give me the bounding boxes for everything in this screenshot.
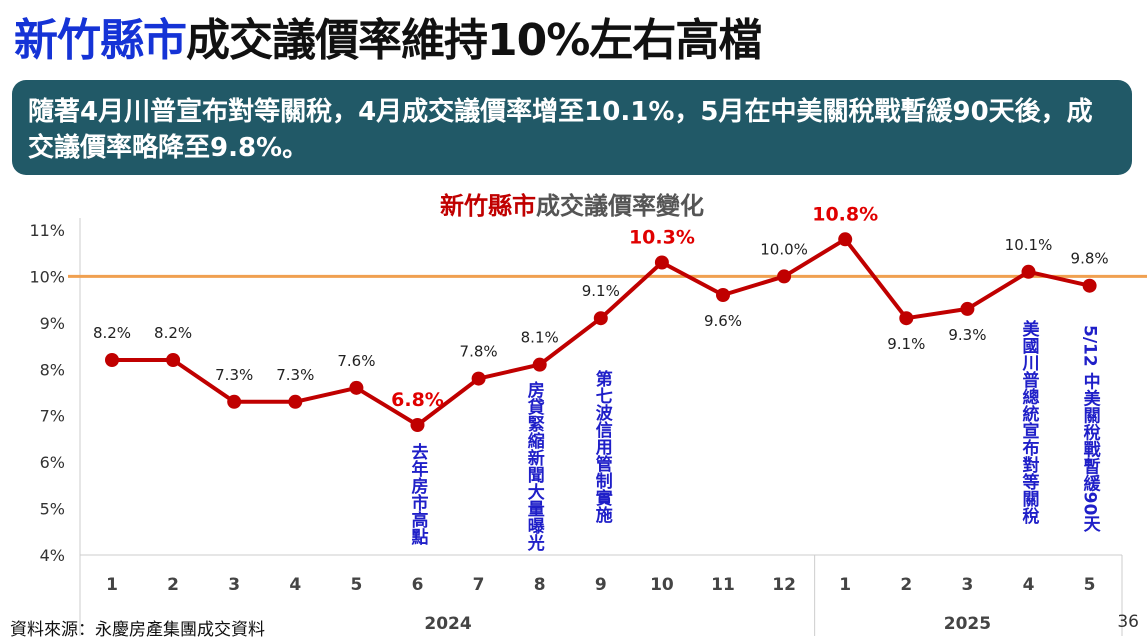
data-point [532,357,547,372]
x-tick-label: 2 [900,575,912,595]
x-tick-label: 1 [106,575,118,595]
data-label: 9.1% [887,335,925,353]
data-label: 10.8% [812,203,878,225]
data-label: 6.8% [391,389,444,411]
data-label: 7.6% [337,352,375,370]
annotation-text: 美國川普總統宣布對等關稅 [1019,319,1041,525]
data-point [410,418,425,432]
year-group-label: 2025 [944,614,991,634]
x-tick-label: 9 [595,575,607,595]
data-point [1021,264,1036,279]
data-label: 9.8% [1071,250,1109,268]
annotation-text: 5/12 中美關稅戰暫緩90天 [1080,325,1101,533]
annotation-text: 房貸緊縮新聞大量曝光 [524,380,546,552]
data-label: 9.3% [948,326,986,344]
x-tick-label: 7 [473,575,485,595]
annotations-group: 去年房市高點 房貸緊縮新聞大量曝光 第七波信用管制實施 美國川普總統宣布對等關稅 5/1… [408,319,1101,552]
data-label: 8.2% [93,324,131,342]
data-point [105,353,119,367]
data-point [1082,278,1097,293]
chart-title-rest: 成交議價率變化 [536,192,704,220]
data-point [349,380,364,395]
data-label: 9.6% [704,312,742,330]
data-point [288,394,303,409]
data-label: 7.3% [215,366,253,384]
data-point [899,311,914,326]
x-tick-label: 3 [961,575,973,595]
summary-banner: 隨著4月川普宣布對等關稅，4月成交議價率增至10.1%，5月在中美關稅戰暫緩90… [12,80,1132,175]
y-tick-label: 6% [40,453,65,472]
x-tick-label: 5 [350,575,362,595]
annotation-text: 第七波信用管制實施 [592,369,613,524]
data-label: 8.2% [154,324,192,342]
page-title-rest: 成交議價率維持10%左右高檔 [186,15,762,66]
x-tick-label: 11 [711,575,735,595]
page-title-highlight: 新竹縣市 [14,15,187,66]
x-tick-label: 1 [839,575,851,595]
data-point [716,288,730,302]
x-tick-label: 12 [772,575,796,595]
data-point [777,269,792,284]
x-tick-label: 5 [1084,575,1096,595]
page-number: 36 [1117,612,1139,632]
x-tick-label: 3 [228,575,240,595]
y-tick-label: 5% [40,500,65,519]
x-tick-label: 2 [167,575,179,595]
y-tick-label: 11% [29,221,65,240]
y-tick-label: 10% [29,267,65,286]
chart-title-highlight: 新竹縣市 [440,192,536,220]
data-point [960,301,975,316]
year-group-label: 2024 [424,614,471,634]
annotation-text: 去年房市高點 [408,442,430,546]
chart-axes: 4%5%6%7%8%9%10%11%1 2 3 4 5 6 7 8 9 10 11 12 1 2 3 4 520… [29,218,1123,636]
x-tick-label: 4 [289,575,301,595]
x-tick-label: 6 [412,575,424,595]
y-tick-label: 4% [40,546,65,565]
x-tick-label: 10 [650,575,674,595]
summary-text: 隨著4月川普宣布對等關稅，4月成交議價率增至10.1%，5月在中美關稅戰暫緩90… [28,97,1093,163]
data-label: 7.3% [276,366,314,384]
source-note: 資料來源：永慶房產集團成交資料 [10,620,265,640]
data-point [593,311,608,326]
x-tick-label: 4 [1023,575,1035,595]
y-tick-label: 8% [40,360,65,379]
page-title: 新竹縣市成交議價率維持10%左右高檔 [14,12,762,70]
data-point [166,353,181,367]
data-label: 8.1% [521,329,559,347]
x-tick-label: 8 [534,575,546,595]
series-points-group [105,232,1097,432]
data-label: 10.0% [760,240,808,258]
data-point [471,371,486,386]
y-tick-label: 9% [40,314,65,333]
data-point [838,232,853,247]
data-labels-group: 8.2% 8.2% 7.3% 7.3% 7.6% 6.8% 7.8% 8.1% 9.1% 10.3… [93,203,1109,411]
data-point [227,394,242,409]
data-label: 7.8% [460,343,498,361]
data-label: 9.1% [582,282,620,300]
y-tick-label: 7% [40,407,65,426]
chart-title: 新竹縣市成交議價率變化 [440,192,704,220]
data-label: 10.1% [1005,236,1053,254]
data-label: 10.3% [629,227,695,249]
data-point [654,255,669,270]
